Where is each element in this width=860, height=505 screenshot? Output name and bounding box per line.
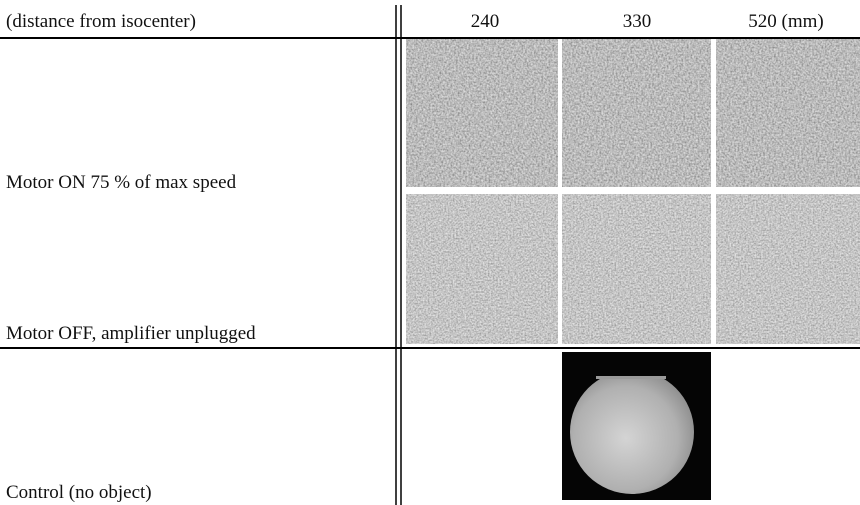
header-cell: 330 (623, 11, 652, 32)
row-label: Motor OFF, amplifier unplugged (6, 323, 256, 344)
mri-image (562, 39, 711, 187)
mri-image (406, 194, 558, 344)
header-cell: 520 (mm) (748, 11, 823, 32)
header-cell: (distance from isocenter) (6, 11, 196, 32)
header-cell: 240 (471, 11, 500, 32)
mri-image (716, 39, 860, 187)
phantom (570, 377, 694, 494)
row-label: Control (no object) (6, 482, 152, 503)
mri-image (562, 194, 711, 344)
mri-image (406, 39, 558, 187)
mri-image (716, 194, 860, 344)
phantom-edge (596, 376, 666, 379)
row-label: Motor ON 75 % of max speed (6, 172, 237, 193)
noise-images (406, 39, 860, 344)
control-image (562, 352, 711, 500)
